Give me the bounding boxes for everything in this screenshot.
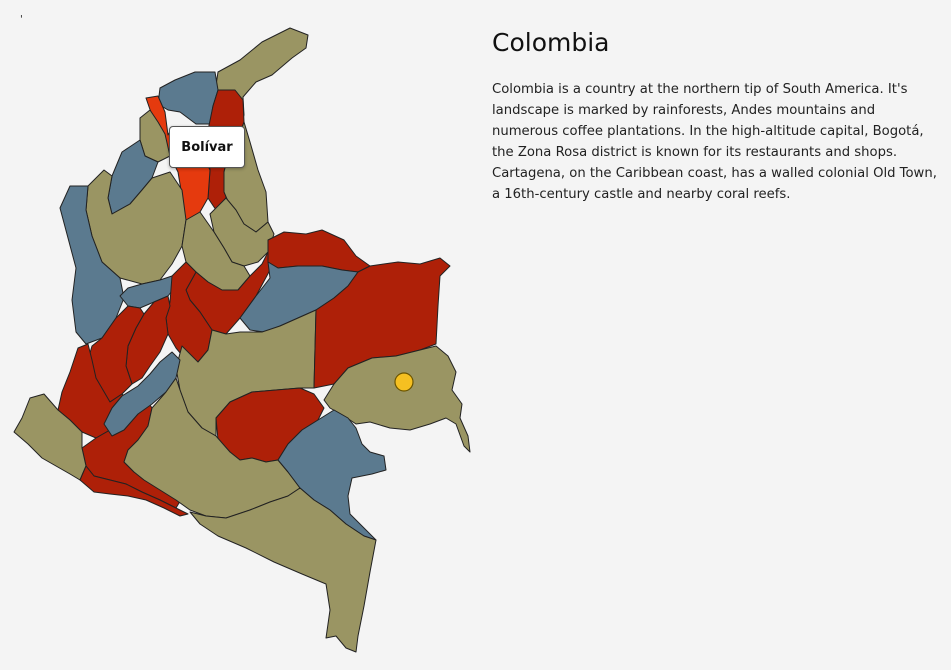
country-title: Colombia bbox=[492, 28, 610, 57]
map-svg bbox=[13, 27, 471, 653]
location-marker[interactable] bbox=[394, 372, 414, 392]
region-choco[interactable] bbox=[59, 185, 125, 345]
region-atlantico[interactable] bbox=[157, 71, 219, 125]
tooltip-label: Bolívar bbox=[181, 139, 233, 155]
region-guainia[interactable] bbox=[323, 345, 471, 453]
colombia-map: ' bbox=[13, 14, 471, 653]
region-putumayo[interactable] bbox=[79, 465, 189, 517]
region-huila[interactable] bbox=[103, 351, 181, 437]
region-amazonas[interactable] bbox=[189, 487, 377, 653]
country-description: Colombia is a country at the northern ti… bbox=[492, 82, 937, 202]
info-panel: Colombia Colombia is a country at the no… bbox=[492, 28, 937, 205]
region-caqueta[interactable] bbox=[123, 377, 301, 519]
region-tooltip: Bolívar bbox=[169, 126, 245, 168]
corner-mark: ' bbox=[20, 14, 23, 25]
